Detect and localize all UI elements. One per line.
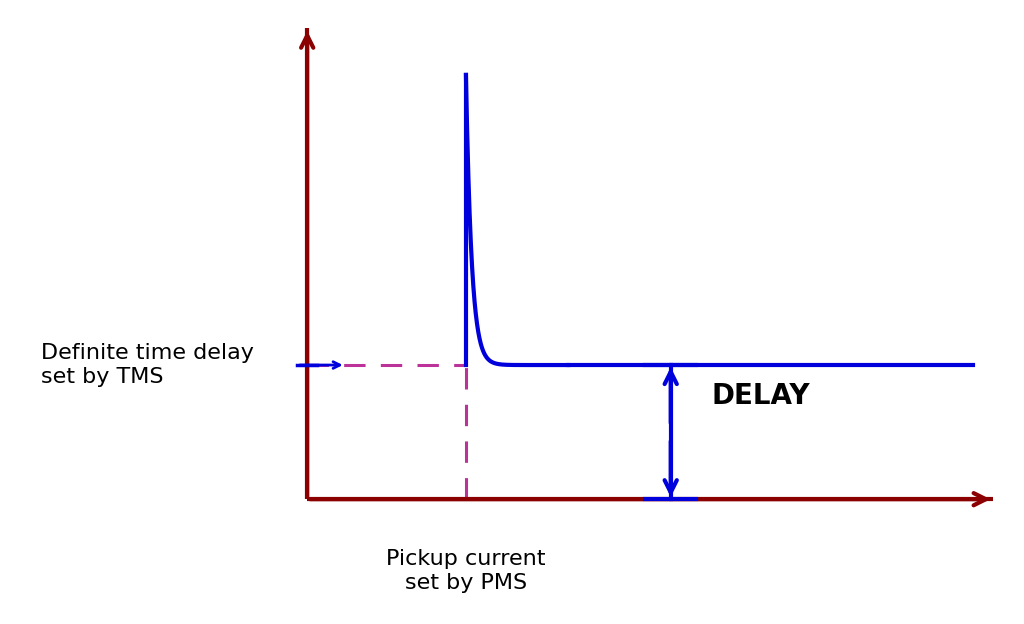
Text: Pickup current
set by PMS: Pickup current set by PMS	[386, 549, 546, 593]
Text: DELAY: DELAY	[712, 383, 810, 410]
Text: Definite time delay
set by TMS: Definite time delay set by TMS	[41, 343, 254, 387]
